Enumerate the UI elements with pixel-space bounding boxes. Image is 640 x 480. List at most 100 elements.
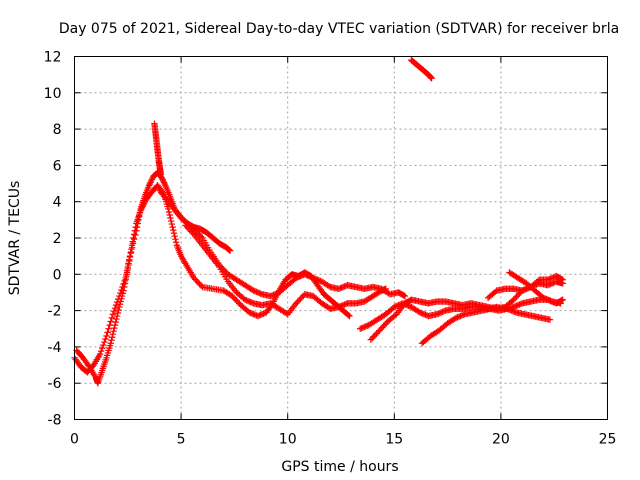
data-point: [177, 213, 185, 221]
data-point: [460, 311, 467, 319]
data-point: [418, 309, 425, 317]
data-point: [509, 308, 517, 315]
data-point: [256, 289, 263, 297]
y-tick-label: 2: [53, 231, 62, 247]
data-point: [183, 223, 190, 231]
data-point: [221, 268, 229, 275]
data-point: [102, 335, 109, 343]
data-point: [146, 180, 154, 188]
data-point: [254, 312, 262, 320]
data-point: [251, 311, 259, 319]
data-point: [167, 217, 175, 225]
data-point: [125, 261, 132, 269]
data-point: [247, 298, 254, 306]
data-point: [514, 291, 522, 299]
data-point: [342, 300, 350, 308]
data-point: [192, 276, 199, 283]
data-point: [176, 212, 183, 219]
data-point: [546, 281, 553, 288]
data-point: [406, 303, 414, 310]
y-tick-label: -2: [48, 304, 62, 320]
data-point: [268, 292, 276, 299]
series-track-6: [367, 278, 566, 343]
data-point: [107, 340, 114, 347]
data-point: [96, 350, 104, 358]
data-point: [108, 314, 116, 322]
data-point: [130, 231, 138, 238]
data-point: [416, 309, 424, 316]
data-point: [457, 312, 464, 320]
data-point: [505, 306, 512, 313]
data-point: [346, 312, 353, 320]
data-point: [458, 312, 466, 319]
data-point: [248, 286, 256, 293]
data-point: [454, 314, 461, 321]
data-point: [550, 279, 557, 286]
data-point: [513, 302, 520, 309]
data-point: [113, 315, 120, 323]
data-point: [103, 332, 110, 340]
data-point: [193, 277, 200, 285]
data-point: [517, 300, 524, 308]
data-point: [122, 276, 129, 283]
data-point: [120, 287, 127, 294]
data-point: [339, 301, 347, 309]
series-track-7: [418, 305, 554, 347]
data-point: [510, 296, 517, 303]
data-point: [100, 341, 107, 349]
data-point: [162, 182, 169, 189]
data-point: [335, 285, 343, 293]
data-point: [186, 226, 193, 234]
data-point: [439, 308, 446, 316]
data-point: [506, 306, 514, 314]
y-tick-label: 6: [53, 158, 62, 174]
axis-ticks: 0 5 10 15 20 25 -8 -6 -4 -2 0 2 4 6 8 10 12: [44, 50, 617, 448]
y-axis-label: SDTVAR / TECUs: [7, 181, 23, 296]
data-point: [126, 253, 134, 261]
data-point: [105, 325, 112, 332]
data-point: [108, 337, 115, 344]
data-point: [172, 236, 179, 243]
data-point: [314, 276, 321, 283]
data-point: [520, 286, 527, 294]
series-track-2: [73, 182, 353, 387]
data-point: [367, 336, 375, 343]
data-point: [166, 211, 173, 219]
data-point: [541, 295, 549, 302]
data-point: [359, 324, 367, 331]
data-point: [393, 302, 401, 309]
data-point: [132, 223, 139, 231]
data-point: [558, 275, 565, 283]
data-point: [129, 238, 136, 245]
y-tick-label: 0: [53, 267, 62, 283]
data-point: [124, 265, 131, 273]
data-point: [504, 305, 511, 312]
data-point: [547, 280, 554, 288]
data-point: [148, 177, 155, 185]
data-point: [521, 286, 529, 293]
y-tick-label: -6: [48, 376, 62, 392]
data-point: [243, 297, 250, 304]
data-point: [196, 280, 203, 288]
data-point: [104, 329, 111, 336]
y-tick-label: 12: [44, 50, 62, 66]
data-point: [511, 308, 518, 316]
x-tick-label: 15: [385, 432, 403, 448]
data-point: [173, 209, 181, 216]
series-track-4: [182, 222, 389, 318]
data-point: [123, 272, 130, 280]
data-point: [300, 292, 307, 299]
data-point: [250, 287, 257, 294]
data-point: [546, 275, 553, 283]
data-point: [548, 280, 556, 287]
chart-title: Day 075 of 2021, Sidereal Day-to-day VTE…: [59, 21, 619, 37]
data-point: [401, 292, 409, 300]
data-point: [391, 312, 399, 319]
data-point: [380, 322, 387, 330]
data-point: [419, 310, 426, 317]
data-point: [170, 229, 178, 237]
data-point: [139, 203, 146, 210]
series-top-segment: [408, 56, 435, 82]
data-point: [400, 292, 408, 299]
data-point: [99, 344, 106, 352]
